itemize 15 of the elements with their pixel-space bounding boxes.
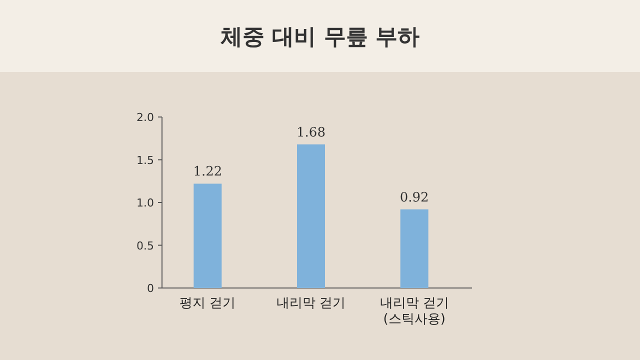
bar xyxy=(297,144,325,288)
y-tick-label: 0.5 xyxy=(136,239,154,252)
y-tick-label: 1.5 xyxy=(136,154,154,167)
y-tick-label: 0 xyxy=(147,282,154,295)
bar xyxy=(194,184,222,288)
data-label: 1.22 xyxy=(193,164,222,180)
x-tick-label: 내리막 걷기 (스틱사용) xyxy=(378,296,450,328)
x-tick-label: 내리막 걷기 xyxy=(275,296,347,312)
data-label: 0.92 xyxy=(400,190,429,206)
bar xyxy=(400,209,428,288)
x-tick-label: 평지 걷기 xyxy=(178,296,237,312)
y-tick-label: 2.0 xyxy=(136,111,154,124)
chart-title: 체중 대비 무릎 부하 xyxy=(220,24,420,52)
y-tick-label: 1.0 xyxy=(136,196,154,210)
data-label: 1.68 xyxy=(296,125,326,140)
